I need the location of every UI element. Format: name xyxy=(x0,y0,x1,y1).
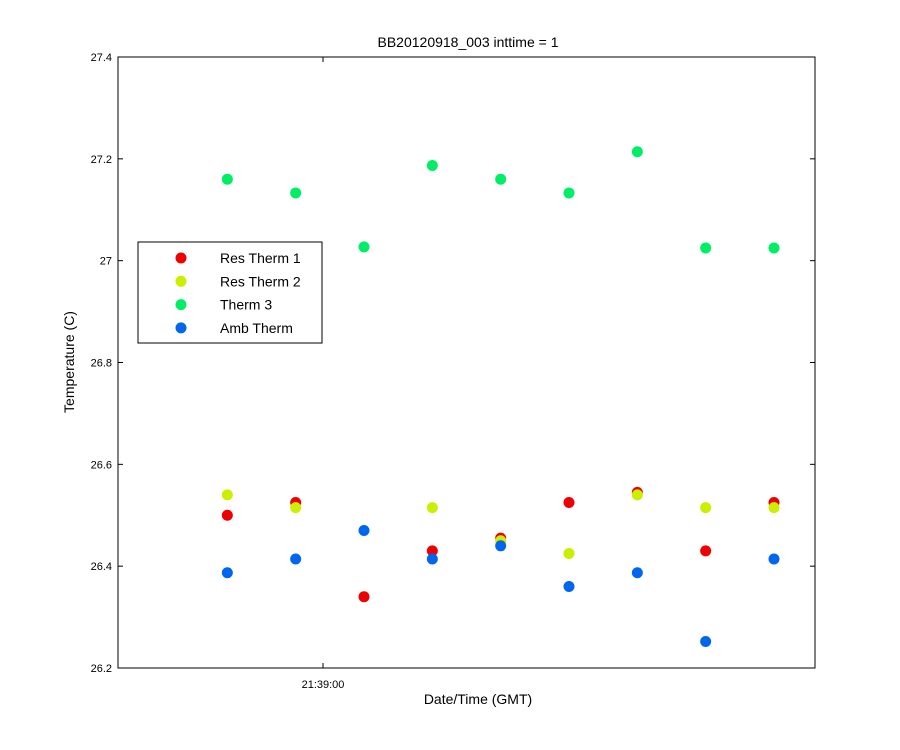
data-point xyxy=(631,567,643,579)
x-axis: 21:39:00 xyxy=(302,57,345,691)
data-point xyxy=(768,242,780,254)
y-tick-label: 26.6 xyxy=(91,459,112,471)
data-point xyxy=(358,525,370,537)
data-point xyxy=(426,545,438,557)
data-point xyxy=(495,540,507,552)
series-amb-therm xyxy=(221,525,780,648)
data-point xyxy=(426,553,438,565)
data-point xyxy=(221,173,233,185)
y-tick-label: 27.4 xyxy=(91,52,112,64)
data-point xyxy=(563,547,575,559)
series-therm-3 xyxy=(221,146,780,254)
y-axis-label: Temperature (C) xyxy=(61,311,77,413)
legend-label: Res Therm 1 xyxy=(220,250,301,266)
y-tick-label: 26.4 xyxy=(91,561,112,573)
data-point xyxy=(495,173,507,185)
plot-area xyxy=(117,56,816,669)
legend-marker xyxy=(175,299,187,311)
data-point xyxy=(700,242,712,254)
data-points xyxy=(221,146,780,648)
y-tick-label: 26.8 xyxy=(91,358,112,370)
legend-marker xyxy=(175,322,187,334)
legend-label: Res Therm 2 xyxy=(220,273,301,289)
data-point xyxy=(221,489,233,501)
data-point xyxy=(631,489,643,501)
y-axis: 26.2 26.4 26.6 26.8 27 27.2 27.4 xyxy=(91,52,815,675)
data-point xyxy=(221,509,233,521)
y-tick-label: 27 xyxy=(100,256,112,268)
chart-title: BB20120918_003 inttime = 1 xyxy=(378,34,559,50)
x-tick-label: 21:39:00 xyxy=(302,679,345,691)
data-point xyxy=(221,567,233,579)
data-point xyxy=(768,502,780,514)
data-point xyxy=(700,636,712,648)
data-point xyxy=(563,581,575,593)
data-point xyxy=(358,241,370,253)
legend: Res Therm 1 Res Therm 2 Therm 3 Amb Therm xyxy=(137,241,323,344)
data-point xyxy=(563,497,575,509)
y-tick-label: 26.2 xyxy=(91,663,112,675)
data-point xyxy=(700,545,712,557)
legend-marker xyxy=(175,252,187,264)
data-point xyxy=(426,159,438,171)
data-point xyxy=(290,502,302,514)
data-point xyxy=(631,146,643,158)
legend-marker xyxy=(175,275,187,287)
data-point xyxy=(290,187,302,199)
legend-label: Therm 3 xyxy=(220,297,272,313)
data-point xyxy=(768,553,780,565)
x-axis-label: Date/Time (GMT) xyxy=(424,691,532,707)
data-point xyxy=(290,553,302,565)
data-point xyxy=(358,591,370,603)
legend-box xyxy=(137,241,323,344)
y-tick-label: 27.2 xyxy=(91,154,112,166)
legend-label: Amb Therm xyxy=(220,320,293,336)
data-point xyxy=(563,187,575,199)
data-point xyxy=(426,502,438,514)
data-point xyxy=(700,502,712,514)
